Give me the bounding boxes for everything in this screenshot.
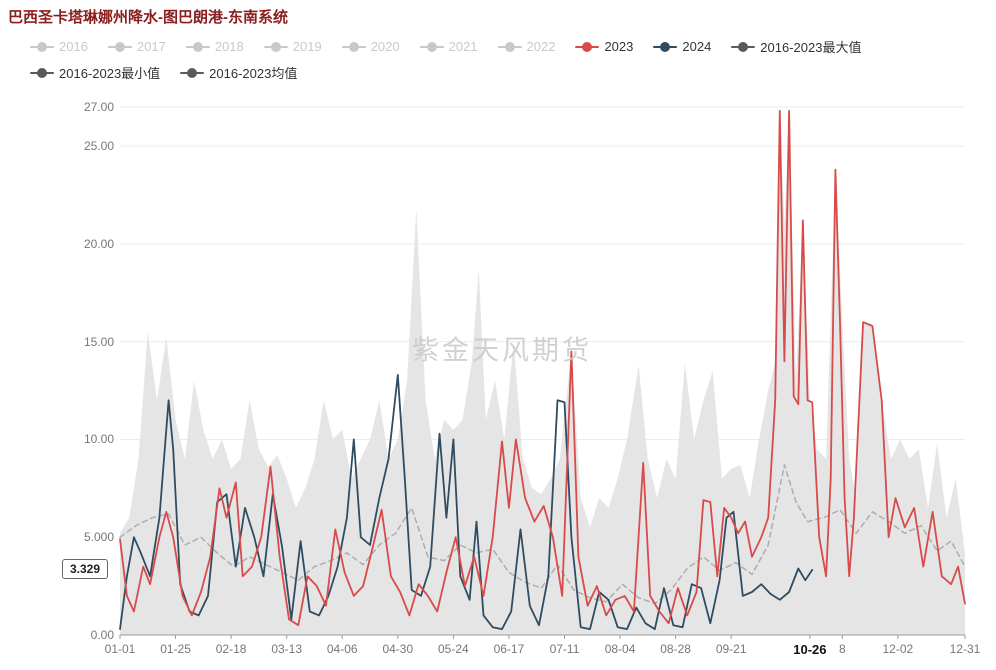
legend-item-2016-2023均值[interactable]: 2016-2023均值 [180,63,297,82]
legend-marker-icon [107,41,132,52]
x-axis-label: 08-04 [604,642,636,656]
legend-label: 2017 [136,39,166,54]
legend-item-2023[interactable]: 2023 [575,39,633,54]
legend-item-2017[interactable]: 2017 [107,39,166,54]
x-axis-label: 01-01 [104,642,136,656]
legend-label: 2023 [604,39,634,54]
x-axis-label: 05-24 [438,642,469,656]
y-axis-label: 10.00 [83,432,114,447]
legend-label: 2021 [448,39,478,54]
legend-item-2016-2023最大值[interactable]: 2016-2023最大值 [731,37,861,56]
y-axis-label: 0.00 [90,628,114,642]
legend-label: 2020 [370,39,400,54]
legend-item-2016-2023最小值[interactable]: 2016-2023最小值 [30,63,160,82]
x-axis-label: 04-30 [382,642,414,656]
legend-item-2019[interactable]: 2019 [263,39,322,54]
legend-item-2024[interactable]: 2024 [653,39,711,54]
legend-item-2018[interactable]: 2018 [185,39,244,54]
y-axis-pointer-value: 3.329 [62,558,109,579]
x-axis-label: 06-17 [493,642,525,656]
legend-marker-icon [653,41,678,52]
legend-label: 2019 [292,39,322,54]
legend-item-2022[interactable]: 2022 [497,39,556,54]
legend-label: 2018 [214,39,244,54]
series-2023-line [119,110,966,627]
x-axis-label: 02-18 [215,642,247,656]
legend-item-2020[interactable]: 2020 [341,39,400,54]
legend-marker-icon [263,41,288,52]
legend-marker-icon [341,41,366,52]
series-2024-line [119,374,814,630]
y-axis-label: 20.00 [83,236,114,251]
legend-item-2021[interactable]: 2021 [419,39,478,54]
series-maxmin-area [120,110,965,635]
legend-label: 2016-2023均值 [209,66,298,81]
x-axis-label: 09-21 [715,642,747,656]
legend-marker-icon [731,41,756,52]
legend-marker-icon [185,41,210,52]
legend-item-2016[interactable]: 2016 [30,39,88,54]
x-axis-label: 08-28 [660,642,691,656]
legend-label: 2016-2023最大值 [760,40,862,55]
legend-marker-icon [30,67,54,78]
x-axis-label: 07-11 [549,642,580,656]
x-axis-label: 12-31 [949,642,981,656]
legend-marker-icon [575,41,600,52]
y-axis-label: 27.00 [83,100,114,114]
legend-marker-icon [419,41,444,52]
y-axis-label: 25.00 [83,139,114,154]
legend-label: 2016-2023最小值 [59,66,161,81]
x-axis-label: 04-06 [326,642,358,656]
legend-label: 2022 [526,39,556,54]
legend-marker-icon [180,67,205,78]
x-axis-label: 8 [838,642,846,656]
legend-row-2: 2016-2023最小值 2016-2023均值 [30,63,317,82]
legend-marker-icon [497,41,522,52]
legend-label: 2024 [682,39,712,54]
series-2016-2023均值-line [119,464,966,605]
x-axis-label: 01-25 [160,642,191,656]
page-title: 巴西圣卡塔琳娜州降水-图巴朗港-东南系统 [8,9,288,26]
x-axis-label: 03-13 [271,642,303,656]
legend-row-1: 2016 2017 2018 2019 2020 2021 2022 2023 2024 2016… [30,37,881,56]
legend-label: 2016 [59,39,88,54]
legend-marker-icon [30,41,54,52]
x-axis-label: 12-02 [882,642,914,656]
y-axis-label: 5.000 [83,530,114,545]
x-axis-label-highlight: 10-26 [790,642,830,657]
y-axis-label: 15.00 [83,334,114,349]
